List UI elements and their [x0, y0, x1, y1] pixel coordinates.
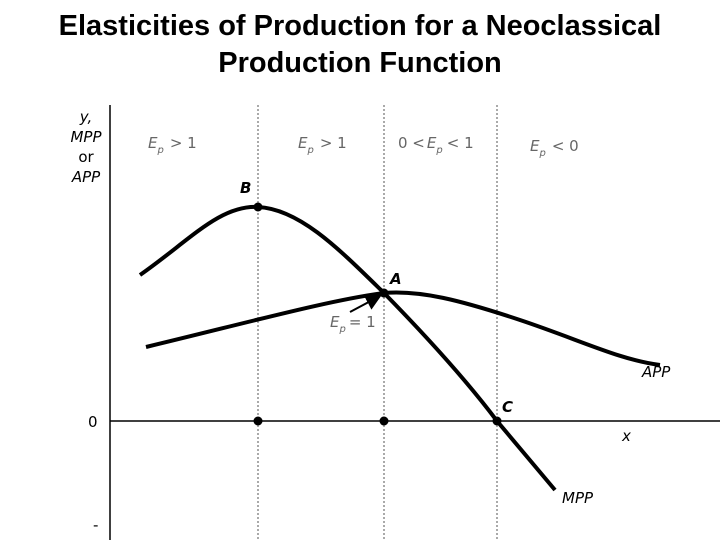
curve-label: MPP — [562, 489, 594, 507]
point-label: C — [502, 398, 513, 416]
y-label: MPP — [70, 128, 102, 146]
symbol: E — [298, 134, 308, 152]
point — [253, 416, 263, 426]
point — [492, 416, 502, 426]
point-label: A — [389, 270, 402, 288]
point — [379, 416, 389, 426]
point — [253, 202, 263, 212]
region-label: Ep < 0 — [530, 137, 579, 159]
region-label: 0 < Ep < 1 — [398, 134, 474, 156]
curve-label: APP — [641, 363, 671, 381]
prefix: 0 < — [398, 134, 425, 152]
y-label: or — [78, 148, 94, 166]
region-label: Ep > 1 — [148, 134, 197, 156]
title: Elasticities of Production for a Neoclas… — [58, 10, 662, 79]
symbol: E — [148, 134, 158, 152]
arrow — [349, 295, 382, 313]
mpp-curve — [138, 204, 557, 492]
subscript: p — [306, 145, 313, 156]
subscript: p — [538, 148, 545, 159]
subscript: p — [435, 145, 442, 156]
relation: > 1 — [170, 134, 197, 152]
annotation: Ep = 1 — [330, 313, 376, 335]
symbol: E — [330, 313, 340, 331]
points — [253, 202, 502, 426]
subscript: p — [338, 324, 345, 335]
symbol: E — [530, 137, 540, 155]
point — [379, 288, 389, 298]
relation: < 0 — [552, 137, 579, 155]
point-label: B — [240, 179, 251, 197]
relation: < 1 — [447, 134, 474, 152]
separators — [257, 105, 498, 540]
subscript: p — [156, 145, 163, 156]
negative-label: - — [93, 516, 98, 534]
y-label: APP — [71, 168, 101, 186]
x-label: x — [621, 427, 631, 445]
app-curve — [145, 290, 661, 367]
region-label: Ep > 1 — [298, 134, 347, 156]
origin-label: 0 — [88, 413, 98, 431]
y-label: y, — [79, 108, 92, 126]
relation: > 1 — [320, 134, 347, 152]
symbol: E — [427, 134, 437, 152]
relation: = 1 — [349, 313, 376, 331]
